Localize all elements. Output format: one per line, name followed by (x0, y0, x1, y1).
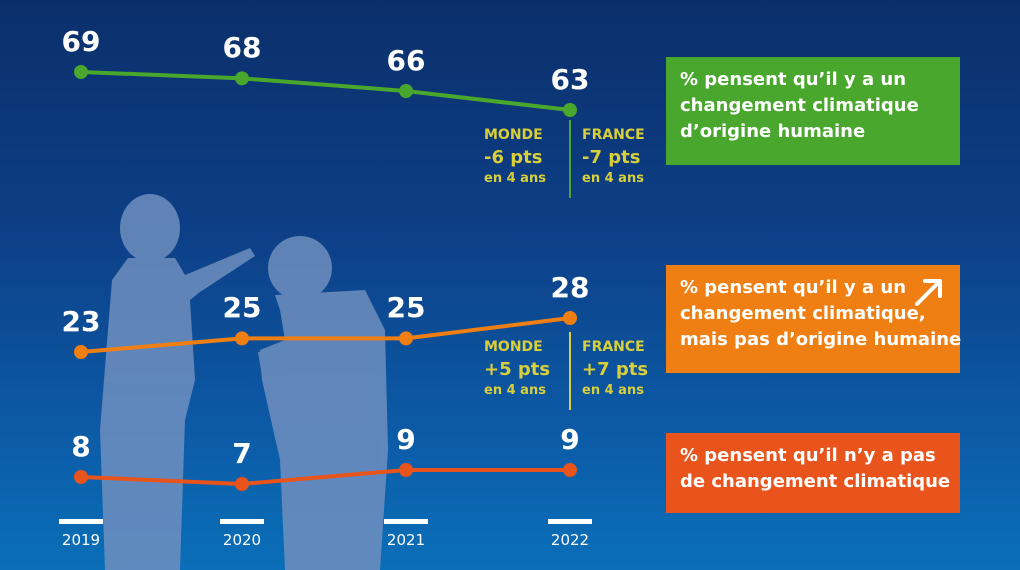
data-label-red-2022: 9 (560, 423, 580, 456)
legend-green-line-2: changement climatique (680, 95, 919, 116)
legend-box-green: % pensent qu’il y a un changement climat… (666, 57, 960, 165)
year-tick-2020 (220, 519, 264, 524)
data-point-red-2019 (74, 470, 88, 484)
data-point-red-2021 (399, 463, 413, 477)
series-line-red (80, 468, 570, 486)
year-label-2021: 2021 (386, 531, 426, 549)
data-label-red-2020: 7 (232, 437, 252, 470)
data-point-red-2022 (563, 463, 577, 477)
data-label-green-2022: 63 (550, 63, 590, 96)
legend-red-line-2: de changement climatique (680, 471, 951, 492)
data-point-orange-2021 (399, 331, 413, 346)
legend-green-line-3: d’origine humaine (680, 121, 866, 142)
data-label-orange-2019: 23 (61, 305, 101, 338)
data-point-green-2019 (74, 65, 88, 79)
arrow-up-right-icon (915, 279, 942, 306)
data-label-red-2019: 8 (71, 430, 91, 463)
stat-divider-green (569, 120, 571, 198)
stat-green-france: FRANCE -7 pts en 4 ans (582, 127, 645, 186)
data-label-orange-2022: 28 (550, 271, 590, 304)
year-tick-2022 (548, 519, 592, 524)
legend-orange-line-1: % pensent qu’il y a un (680, 277, 907, 298)
legend-orange-line-3: mais pas d’origine humaine (680, 329, 962, 350)
data-point-red-2020 (235, 477, 249, 491)
legend-box-red: % pensent qu’il n’y a pas de changement … (666, 433, 960, 513)
data-label-red-2021: 9 (396, 423, 416, 456)
year-tick-2019 (59, 519, 103, 524)
year-label-2019: 2019 (61, 531, 101, 549)
data-point-green-2021 (399, 84, 413, 98)
legend-green-line-1: % pensent qu’il y a un (680, 69, 907, 90)
year-tick-2021 (384, 519, 428, 524)
data-label-orange-2021: 25 (386, 291, 426, 325)
data-point-orange-2019 (74, 345, 88, 359)
stat-orange-monde: MONDE +5 pts en 4 ans (484, 339, 551, 398)
stat-divider-orange (569, 332, 571, 410)
stat-orange-france: FRANCE +7 pts en 4 ans (582, 339, 649, 398)
legend-box-orange: % pensent qu’il y a un changement climat… (666, 265, 962, 373)
data-label-green-2020: 68 (222, 31, 262, 65)
data-label-green-2019: 69 (61, 25, 101, 58)
data-point-green-2020 (235, 71, 249, 86)
series-line-orange (80, 316, 571, 354)
data-label-green-2021: 66 (386, 44, 426, 77)
year-label-2022: 2022 (550, 531, 590, 549)
legend-orange-line-2: changement climatique, (680, 303, 926, 324)
legend-red-line-1: % pensent qu’il n’y a pas (680, 445, 936, 466)
year-label-2020: 2020 (222, 531, 262, 549)
data-label-orange-2020: 25 (222, 291, 262, 325)
data-point-green-2022 (563, 103, 577, 117)
stat-green-monde: MONDE -6 pts en 4 ans (484, 127, 546, 186)
data-point-orange-2020 (235, 331, 249, 346)
series-line-green (80, 70, 571, 112)
data-point-orange-2022 (563, 311, 577, 325)
